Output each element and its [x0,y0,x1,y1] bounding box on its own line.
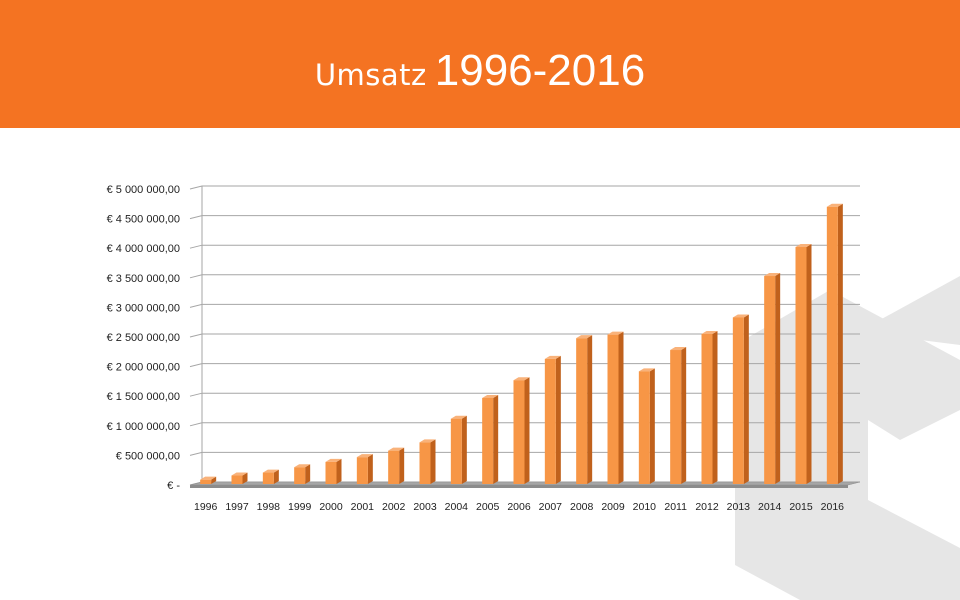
bar-2014 [764,273,781,484]
x-tick-label: 1999 [288,501,312,513]
y-tick-label: € 500 000,00 [116,450,180,462]
y-tick-label: € 1 000 000,00 [107,421,180,433]
gridline [189,333,860,338]
bar-2007 [544,355,561,484]
page-title: Umsatz 1996-2016 [0,46,960,96]
x-tick-label: 2011 [664,501,687,513]
bar-2000 [325,458,342,484]
bar-2015 [795,244,812,484]
bar-2006 [513,377,530,484]
y-tick-label: € 2 000 000,00 [107,362,180,374]
bar-2011 [670,347,687,484]
x-tick-label: 2003 [413,501,437,513]
gridline [189,363,860,368]
header-bar: Umsatz 1996-2016 [0,0,960,128]
x-tick-label: 2008 [570,501,594,513]
bar-2009 [607,331,624,484]
title-years: 1996-2016 [434,46,646,95]
gridline [189,185,860,190]
bar-1996 [200,476,217,484]
bar-2004 [450,415,467,484]
floor-front-edge [190,485,848,488]
x-tick-label: 2009 [601,501,625,513]
bar-1999 [294,464,311,484]
x-tick-label: 1998 [257,501,281,513]
y-tick-label: € 4 000 000,00 [107,243,180,255]
x-tick-label: 2014 [758,501,782,513]
y-tick-label: € 3 500 000,00 [107,273,180,285]
gridline [189,215,860,220]
x-tick-label: 2015 [789,501,813,513]
chart-bars [200,203,843,484]
y-tick-label: € 3 000 000,00 [107,302,180,314]
gridline [189,274,860,279]
bar-1998 [262,469,279,484]
y-tick-label: € 2 500 000,00 [107,332,180,344]
x-tick-label: 2006 [507,501,531,513]
bar-2005 [482,394,499,484]
y-axis-tick-labels: € - € 500 000,00 € 1 000 000,00 € 1 500 000… [107,184,181,492]
x-tick-label: 2004 [445,501,469,513]
y-tick-label: € 4 500 000,00 [107,214,180,226]
x-tick-label: 2002 [382,501,406,513]
bar-2002 [388,447,405,484]
bar-2012 [701,331,718,484]
bar-2008 [576,335,593,484]
bar-2003 [419,439,436,484]
x-tick-label: 2012 [695,501,719,513]
x-tick-label: 1996 [194,501,218,513]
x-tick-label: 2010 [633,501,657,513]
gridline [189,303,860,308]
bar-2016 [826,203,843,484]
y-tick-label: € 5 000 000,00 [107,184,180,196]
y-tick-label: € 1 500 000,00 [107,391,180,403]
bar-2013 [732,314,749,484]
x-axis-tick-labels: 1996 1997 1998 1999 2000 2001 2002 2003 2004 2005… [194,501,844,513]
bar-2001 [356,454,373,484]
gridline [189,244,860,249]
bar-2010 [638,368,655,484]
x-tick-label: 2000 [319,501,343,513]
x-tick-label: 2016 [821,501,845,513]
x-tick-label: 2001 [351,501,375,513]
y-tick-label: € - [167,480,180,492]
x-tick-label: 2013 [727,501,751,513]
x-tick-label: 1997 [225,501,249,513]
bar-1997 [231,472,248,484]
x-tick-label: 2007 [539,501,563,513]
title-word: Umsatz [314,58,427,92]
x-tick-label: 2005 [476,501,500,513]
